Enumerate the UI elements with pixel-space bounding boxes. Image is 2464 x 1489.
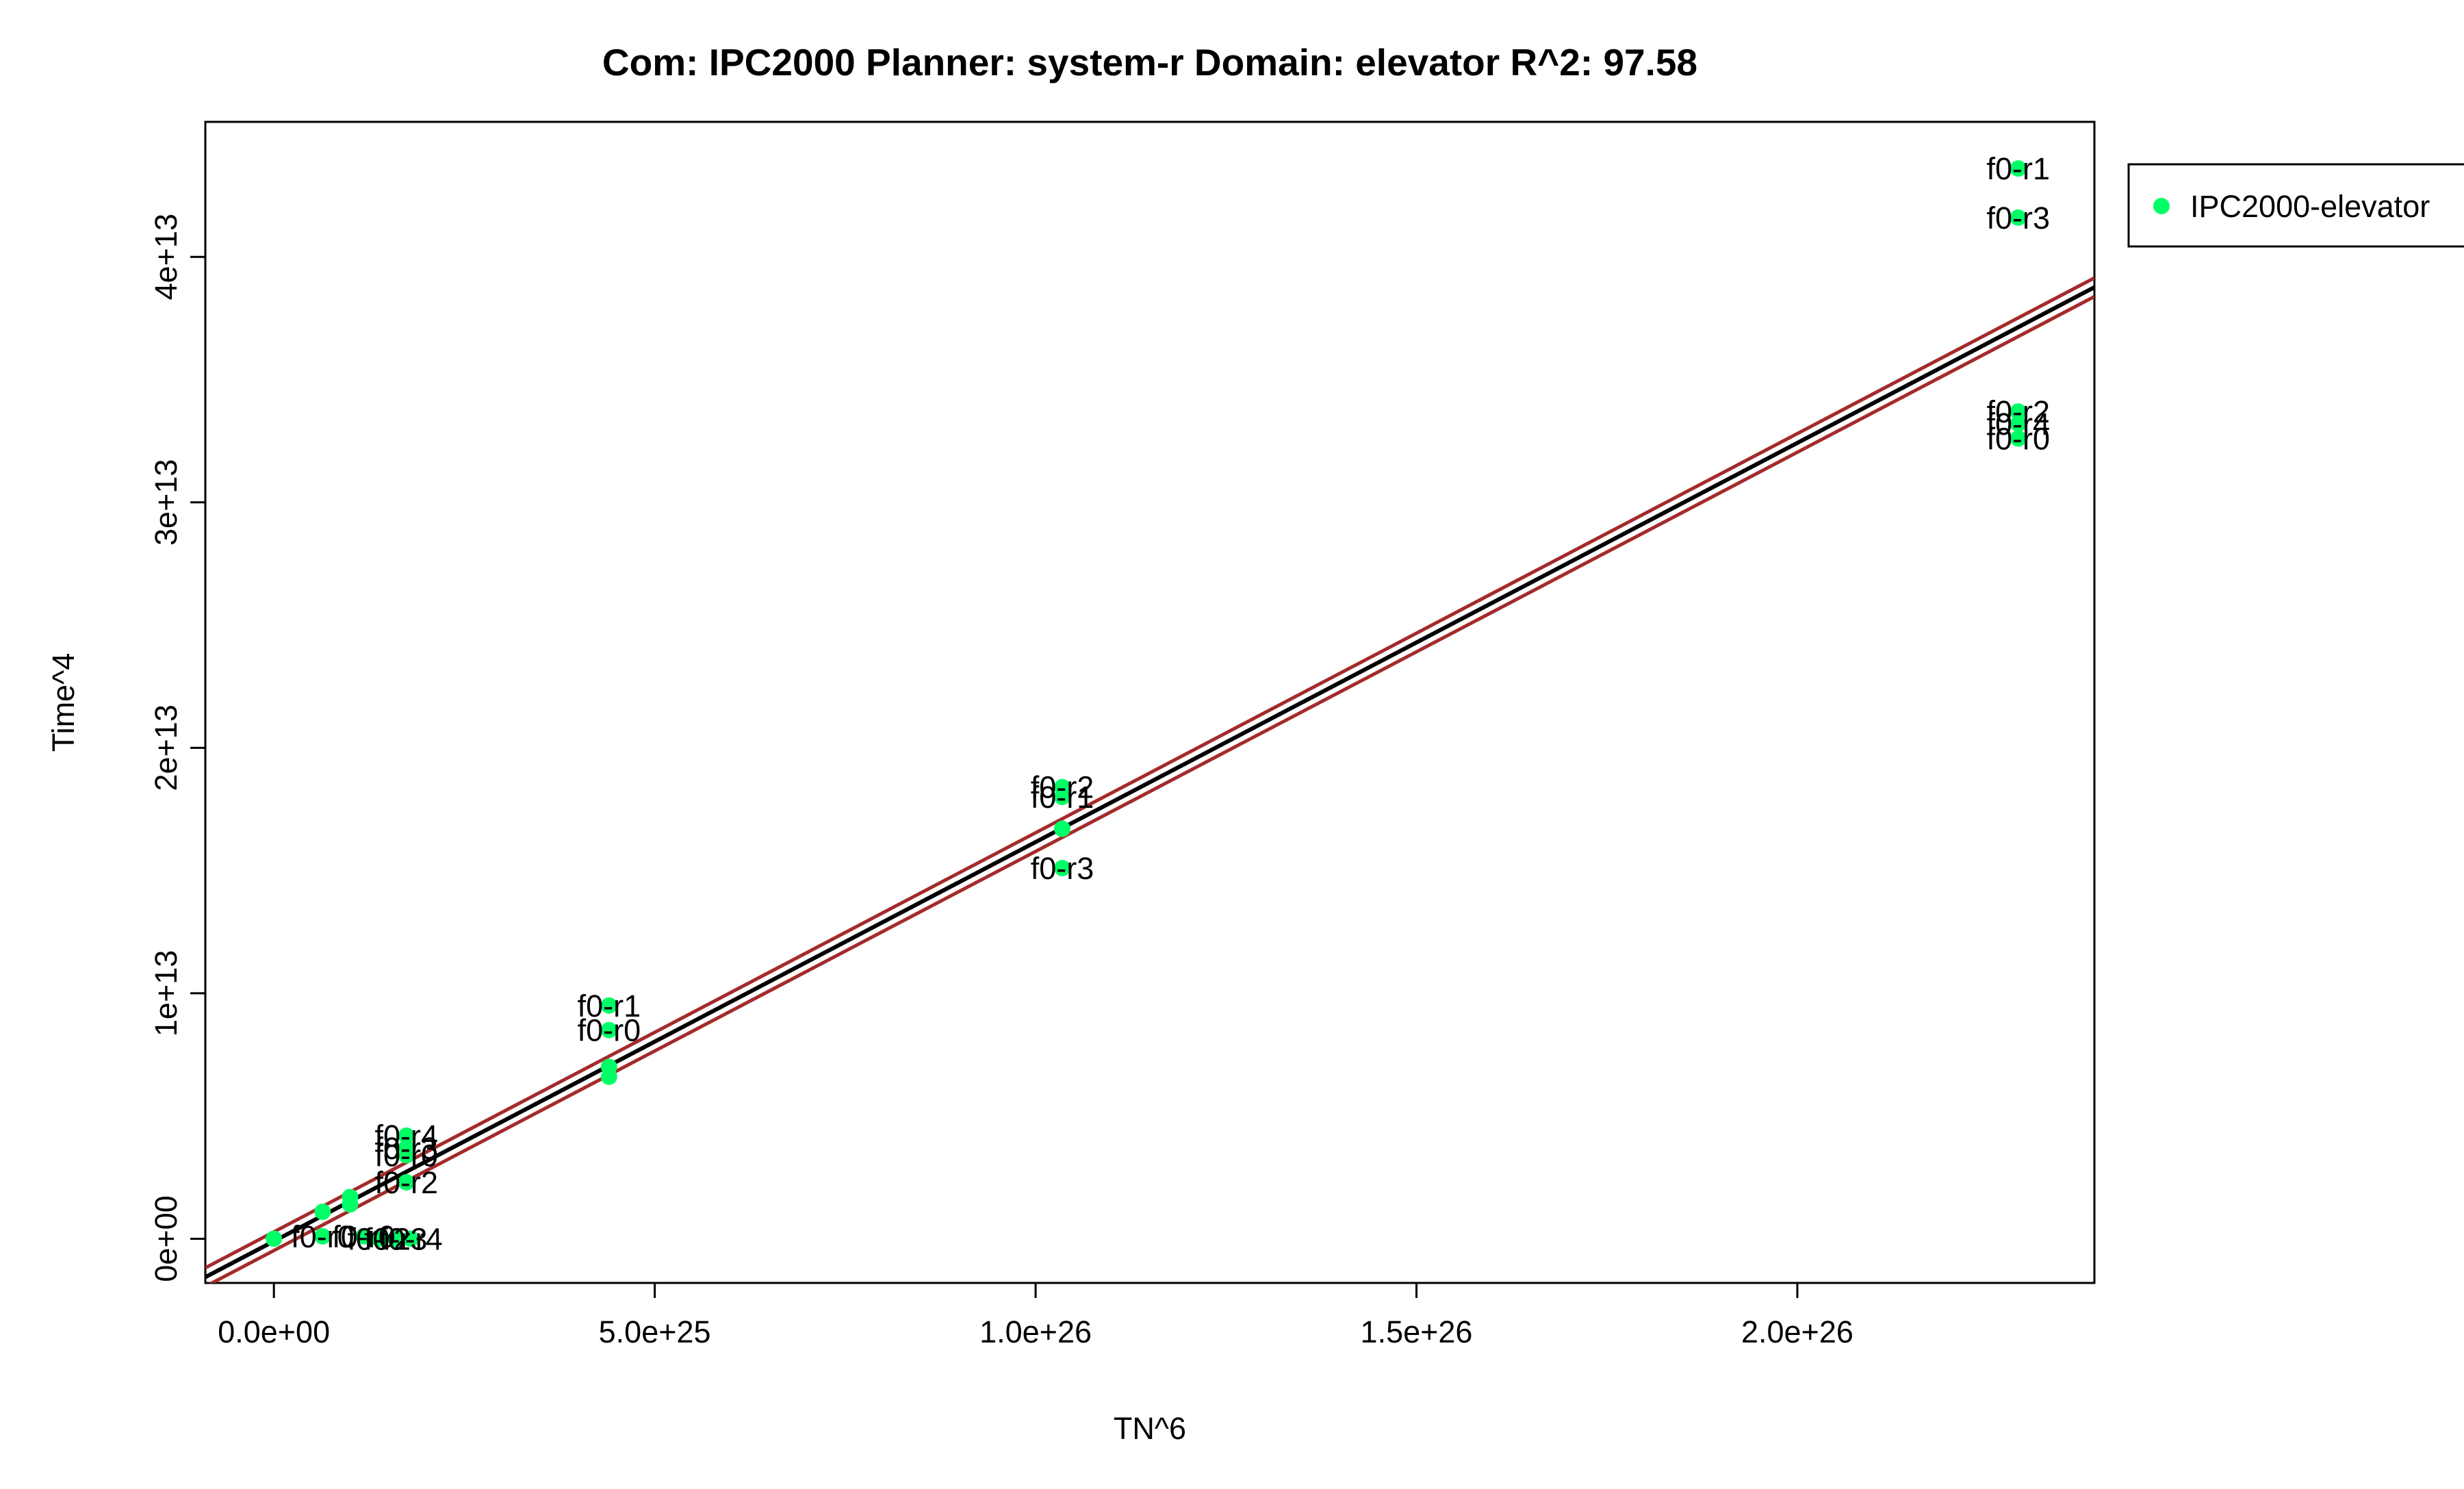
y-tick-label: 1e+13 (149, 950, 183, 1036)
y-tick-label: 2e+13 (149, 704, 183, 791)
y-tick-label: 3e+13 (149, 459, 183, 546)
data-point (1054, 820, 1071, 837)
point-label: f0-r3 (364, 1221, 428, 1256)
data-point (370, 1230, 387, 1247)
point-label: f0-r0 (332, 1219, 396, 1254)
data-point (398, 1127, 415, 1144)
legend: IPC2000-elevator (2127, 163, 2464, 248)
lower-band-line (208, 295, 2094, 1283)
y-axis: 0e+00 1e+13 2e+13 3e+13 4e+13 (149, 214, 207, 1282)
plot-area (204, 120, 2096, 1284)
x-axis: 0.0e+00 5.0e+25 1.0e+26 1.5e+26 2.0e+26 (218, 1282, 1853, 1349)
data-point (387, 1230, 405, 1247)
fit-line (205, 285, 2094, 1280)
point-label: f0-r3 (375, 1131, 439, 1166)
x-tick-label: 1.0e+26 (979, 1314, 1092, 1349)
legend-marker (2153, 198, 2170, 214)
chart-title: Com: IPC2000 Planner: system-r Domain: e… (602, 41, 1697, 84)
data-point (2010, 209, 2027, 226)
data-point (342, 1196, 359, 1213)
data-point (2010, 430, 2027, 447)
x-tick-label: 0.0e+00 (218, 1314, 330, 1349)
point-label: f0-r0 (291, 1219, 355, 1254)
point-label: f0-r2 (1986, 394, 2050, 429)
point-label: f0-r0 (578, 1013, 641, 1048)
data-point (600, 997, 617, 1014)
point-label: f0-r0 (375, 1138, 439, 1173)
point-label: f0-r4 (1986, 407, 2050, 442)
point-label: f0-r1 (578, 989, 641, 1023)
legend-box (2127, 163, 2464, 248)
legend-entry: IPC2000-elevator (2190, 189, 2430, 224)
point-label: f0-r3 (1986, 201, 2050, 236)
data-point (1054, 860, 1071, 877)
point-label: f0-r2 (1031, 770, 1094, 805)
x-tick-label: 2.0e+26 (1741, 1314, 1853, 1349)
y-axis-label: Time^4 (46, 653, 81, 752)
data-point (355, 1227, 372, 1245)
data-point (600, 1068, 617, 1085)
regression-lines (205, 276, 2094, 1283)
point-labels: f0-r0f0-r0f0-r2f0-r3f0-r4f0-r4f0-r3f0-r0… (291, 151, 2050, 1256)
x-axis-label: TN^6 (1114, 1411, 1186, 1446)
upper-band-line (205, 276, 2094, 1270)
x-tick-label: 1.5e+26 (1361, 1314, 1473, 1349)
data-point (2010, 416, 2027, 433)
data-point (600, 1021, 617, 1039)
point-label: f0-r2 (375, 1165, 439, 1200)
point-label: f0-r1 (1986, 151, 2050, 186)
data-point (314, 1227, 331, 1245)
data-point (314, 1204, 331, 1221)
data-points (266, 160, 2027, 1247)
x-tick-label: 5.0e+25 (599, 1314, 711, 1349)
data-point (2010, 403, 2027, 420)
point-label: f0-r3 (1031, 851, 1094, 886)
data-point (402, 1230, 420, 1247)
y-tick-label: 0e+00 (149, 1195, 183, 1282)
point-label: f0-r1 (1031, 780, 1094, 815)
point-label: f0-r0 (1986, 422, 2050, 457)
y-tick-label: 4e+13 (149, 214, 183, 300)
data-point (398, 1147, 415, 1164)
point-label: f0-r4 (379, 1221, 443, 1256)
point-label: f0-r2 (347, 1221, 411, 1256)
data-point (2010, 160, 2027, 177)
data-point (266, 1230, 283, 1247)
point-label: f0-r4 (375, 1119, 439, 1154)
data-point (398, 1173, 415, 1191)
data-point (1054, 789, 1071, 806)
